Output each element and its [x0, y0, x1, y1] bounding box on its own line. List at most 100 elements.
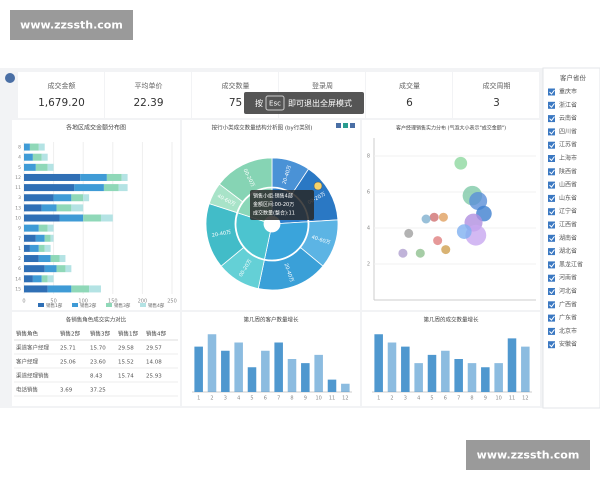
- check-icon: [549, 302, 555, 308]
- bubble: [415, 248, 425, 258]
- bar-segment: [47, 224, 54, 232]
- checkbox[interactable]: [548, 234, 555, 242]
- check-icon: [549, 142, 555, 148]
- x-tick-label: 12: [342, 396, 348, 402]
- bar-segment: [103, 184, 119, 192]
- panel: [105, 72, 191, 118]
- table-header: 销售角色: [16, 330, 39, 338]
- bar-segment: [24, 143, 30, 151]
- y-tick-label: 13: [15, 205, 21, 211]
- bar-segment: [38, 143, 45, 151]
- y-tick-label: 4: [18, 155, 21, 161]
- checkbox[interactable]: [548, 274, 555, 282]
- watermark: www.zzssth.com: [20, 19, 123, 32]
- checkbox[interactable]: [548, 221, 555, 229]
- bar-segment: [53, 194, 72, 202]
- panel: [453, 72, 539, 118]
- x-tick-label: 6: [444, 396, 447, 402]
- x-tick-label: 50: [50, 299, 56, 305]
- bar-segment: [24, 244, 30, 252]
- bar-segment: [24, 255, 39, 263]
- kpi-label: 成交金额: [48, 81, 76, 90]
- bar: [287, 359, 297, 392]
- menu-icon[interactable]: [350, 123, 355, 128]
- x-tick-label: 200: [138, 299, 148, 305]
- bar-segment: [32, 275, 42, 283]
- bar-segment: [38, 224, 48, 232]
- bar: [507, 338, 517, 392]
- y-tick-label: 5: [18, 165, 21, 171]
- bar: [274, 342, 283, 392]
- bar: [441, 350, 450, 392]
- check-icon: [549, 209, 555, 215]
- bar: [521, 346, 530, 392]
- slice-label: 40-60万: [311, 235, 331, 247]
- x-tick-label: 150: [108, 299, 118, 305]
- checkbox[interactable]: [548, 194, 555, 202]
- table-cell: 37.25: [90, 388, 106, 394]
- table-cell: 25.71: [60, 346, 76, 352]
- checkbox[interactable]: [548, 168, 555, 176]
- filter-item: 广东省: [559, 314, 577, 322]
- fullscreen-overlay: 按 Esc 即可退出全屏模式: [244, 92, 364, 114]
- bar: [194, 346, 203, 392]
- checkbox[interactable]: [548, 155, 555, 162]
- chart-title: 客户经理销售实力分布 (气泡大小表示"成交金额"): [396, 125, 506, 132]
- y-tick-label: 7: [18, 236, 21, 242]
- checkbox[interactable]: [548, 261, 555, 269]
- bar-segment: [24, 173, 81, 181]
- checkbox[interactable]: [548, 141, 555, 149]
- check-icon: [549, 342, 555, 348]
- checkbox[interactable]: [548, 115, 555, 123]
- checkbox[interactable]: [548, 208, 555, 216]
- y-tick-label: 9: [18, 226, 21, 232]
- x-tick-label: 9: [484, 396, 487, 402]
- bubble: [456, 224, 472, 239]
- bar-segment: [41, 275, 48, 283]
- menu-icon[interactable]: [5, 73, 15, 83]
- checkbox[interactable]: [548, 327, 555, 335]
- legend-swatch: [140, 303, 146, 307]
- checkbox[interactable]: [548, 181, 555, 189]
- watermark-box: [466, 440, 590, 470]
- table-header: 销售4部: [146, 330, 166, 338]
- filter-item: 浙江省: [559, 101, 577, 109]
- checkbox[interactable]: [548, 101, 555, 109]
- filter-icon[interactable]: [343, 123, 348, 128]
- overlay-key: Esc: [269, 100, 281, 108]
- bar: [374, 334, 383, 392]
- table-cell: 25.93: [146, 374, 162, 380]
- checkbox[interactable]: [548, 301, 555, 309]
- checkbox[interactable]: [548, 314, 555, 322]
- filter-item: 江苏省: [559, 141, 577, 149]
- kpi-label: 平均单价: [135, 81, 163, 90]
- legend-label: 销售1部: [46, 302, 63, 309]
- table-title: 各销售角色成交实力对比: [66, 316, 127, 324]
- filter-item: 重庆市: [559, 88, 577, 96]
- bar-segment: [65, 265, 72, 273]
- bar-segment: [100, 214, 113, 222]
- bubble: [421, 214, 431, 224]
- bubble: [441, 245, 451, 255]
- legend-label: 销售2部: [80, 302, 97, 309]
- checkbox[interactable]: [548, 128, 555, 136]
- bar-segment: [50, 234, 54, 242]
- x-tick-label: 10: [315, 396, 321, 402]
- bar-segment: [32, 153, 42, 161]
- x-tick-label: 8: [470, 396, 473, 402]
- checkbox[interactable]: [548, 341, 555, 349]
- bar-segment: [47, 163, 54, 171]
- filter-item: 四川省: [559, 127, 577, 135]
- checkbox[interactable]: [548, 88, 555, 96]
- sort-icon[interactable]: [336, 123, 341, 128]
- bar-segment: [24, 153, 33, 161]
- watermark: www.zzssth.com: [477, 449, 580, 462]
- checkbox[interactable]: [548, 288, 555, 295]
- overlay-text: 即可退出全屏模式: [288, 98, 352, 108]
- x-tick-label: 1: [377, 396, 380, 402]
- kpi-label: 成交量: [399, 81, 420, 90]
- legend-label: 销售4部: [148, 302, 165, 309]
- checkbox[interactable]: [548, 248, 555, 256]
